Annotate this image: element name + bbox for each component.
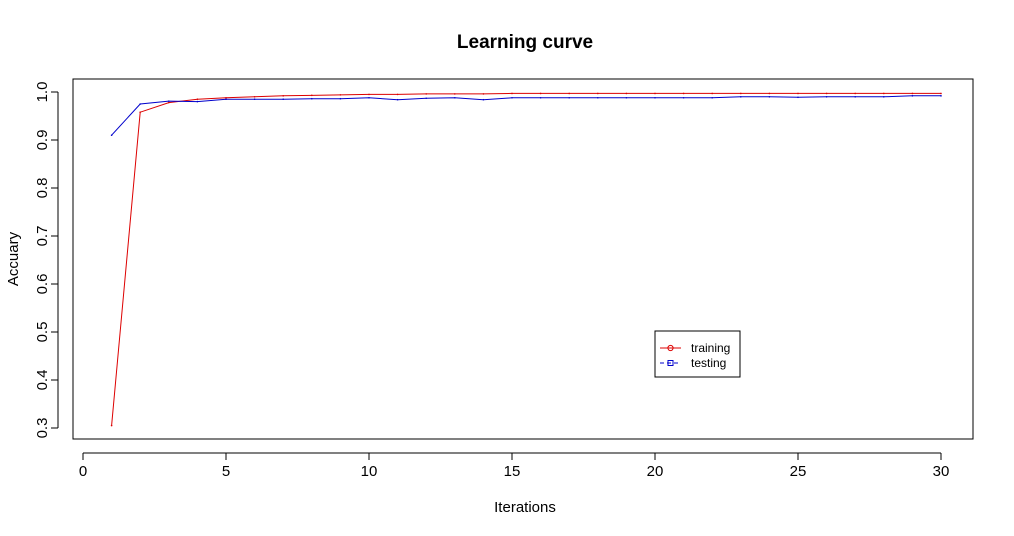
data-point-testing xyxy=(282,98,285,100)
y-tick-label: 0.9 xyxy=(34,130,51,151)
data-point-training xyxy=(511,92,513,95)
data-point-testing xyxy=(396,98,399,101)
legend-box xyxy=(654,330,741,378)
data-point-training xyxy=(196,98,199,100)
data-point-testing xyxy=(797,96,799,99)
data-point-training xyxy=(139,111,141,113)
y-tick-label: 0.3 xyxy=(34,418,51,439)
y-tick-label: 0.7 xyxy=(34,226,51,247)
data-point-testing xyxy=(825,96,828,98)
data-point-training xyxy=(625,92,628,95)
y-tick-label: 0.6 xyxy=(34,274,51,295)
x-axis: 0 5 10 15 20 25 30 xyxy=(79,452,950,480)
data-point-training xyxy=(396,93,399,96)
data-point-training xyxy=(597,92,599,95)
data-point-training xyxy=(940,92,942,95)
data-point-testing xyxy=(368,96,370,99)
data-point-testing xyxy=(339,97,342,100)
data-point-training xyxy=(797,92,799,95)
data-point-training xyxy=(539,92,542,95)
x-tick-label: 15 xyxy=(504,463,521,480)
data-point-training xyxy=(253,96,256,98)
data-point-testing xyxy=(682,96,685,99)
data-point-training xyxy=(454,93,456,95)
data-point-training xyxy=(282,95,285,97)
data-point-testing xyxy=(168,100,170,102)
x-tick-label: 30 xyxy=(933,463,950,480)
data-point-testing xyxy=(883,96,885,98)
legend: training testing xyxy=(654,330,741,378)
legend-testing-label: testing xyxy=(691,356,726,370)
data-point-training xyxy=(682,92,685,95)
data-point-testing xyxy=(539,96,542,99)
legend-training-label: training xyxy=(691,341,730,355)
y-axis-label: Accuary xyxy=(5,231,22,286)
data-point-testing xyxy=(711,96,713,99)
data-point-testing xyxy=(911,95,914,97)
data-point-training xyxy=(740,92,742,95)
y-tick-label: 0.5 xyxy=(34,322,51,343)
legend-testing-marker xyxy=(667,360,674,366)
data-point-training xyxy=(568,92,570,95)
data-point-testing xyxy=(854,96,856,98)
data-point-testing xyxy=(482,98,485,101)
x-tick-label: 10 xyxy=(361,463,378,480)
data-point-training xyxy=(225,96,227,99)
x-tick-label: 5 xyxy=(222,463,230,480)
data-point-training xyxy=(654,92,656,95)
y-axis: 0.3 0.4 0.5 0.6 0.7 0.8 0.9 1.0 xyxy=(34,82,59,439)
data-point-training xyxy=(311,94,313,97)
x-tick-label: 20 xyxy=(647,463,664,480)
data-point-testing xyxy=(940,95,942,97)
data-point-testing xyxy=(625,96,628,99)
plot-frame xyxy=(72,78,974,440)
data-point-testing xyxy=(110,134,113,136)
series-line-training xyxy=(111,92,941,426)
y-tick-label: 1.0 xyxy=(34,82,51,103)
data-point-training xyxy=(339,94,342,96)
x-axis-label: Iterations xyxy=(494,499,556,516)
data-point-testing xyxy=(454,96,456,99)
data-point-testing xyxy=(311,97,313,100)
data-point-testing xyxy=(425,97,428,100)
y-tick-label: 0.4 xyxy=(34,370,51,391)
data-point-training xyxy=(110,424,113,427)
data-point-testing xyxy=(597,96,599,99)
series-line-testing xyxy=(111,95,941,136)
data-point-training xyxy=(425,93,428,95)
data-point-training xyxy=(368,93,370,96)
data-point-training xyxy=(711,92,713,95)
data-point-testing xyxy=(253,98,256,100)
data-point-training xyxy=(768,92,771,95)
data-point-testing xyxy=(225,98,227,100)
series-layer xyxy=(110,92,942,427)
data-point-training xyxy=(883,92,885,95)
data-point-training xyxy=(854,92,856,95)
data-point-testing xyxy=(768,96,771,98)
data-point-training xyxy=(911,92,914,95)
y-tick-label: 0.8 xyxy=(34,178,51,199)
legend-training-marker xyxy=(667,344,674,352)
data-point-training xyxy=(825,92,828,95)
data-point-training xyxy=(482,93,485,95)
data-point-testing xyxy=(568,96,570,99)
data-point-testing xyxy=(740,96,742,98)
data-point-training xyxy=(168,101,170,104)
data-point-testing xyxy=(511,96,513,99)
data-point-testing xyxy=(654,96,656,99)
x-tick-label: 0 xyxy=(79,463,87,480)
x-tick-label: 25 xyxy=(790,463,807,480)
chart-title: Learning curve xyxy=(457,32,593,53)
data-point-testing xyxy=(196,100,199,103)
data-point-testing xyxy=(139,103,141,105)
